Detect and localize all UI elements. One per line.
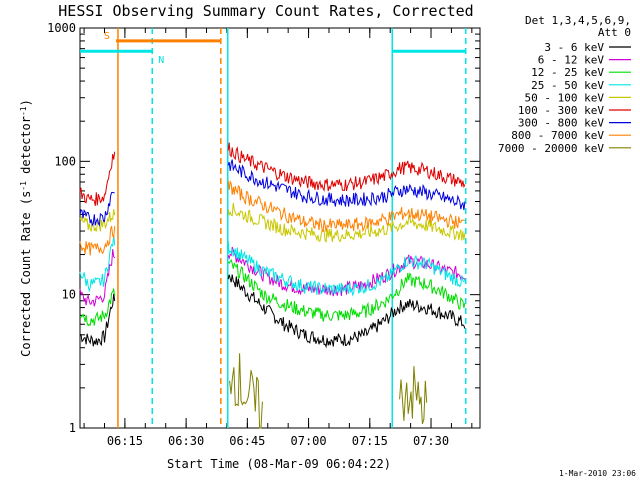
y-axis-title-part-3: ) [19, 99, 33, 106]
y-axis-title: Corrected Count Rate (s-1 detector-1) [19, 99, 34, 357]
legend-header-line-2: Att 0 [598, 26, 631, 39]
series-line-2 [79, 249, 116, 307]
x-tick-label: 07:00 [291, 434, 327, 448]
y-tick-label: 100 [54, 154, 76, 168]
legend-entry-label: 50 - 100 keV [525, 91, 605, 104]
series-line-4 [79, 235, 116, 293]
y-axis-title-part-2: detector [19, 116, 33, 181]
series-line-3 [79, 287, 116, 327]
x-tick-label: 07:30 [413, 434, 449, 448]
x-tick-label: 07:15 [352, 434, 388, 448]
flag-label: S [104, 31, 110, 42]
footer-timestamp: 1-Mar-2010 23:06 [559, 469, 636, 478]
plot-frame [79, 27, 481, 429]
legend-header-line-1: Det 1,3,4,5,6,9, [525, 14, 631, 27]
y-tick-label: 1000 [47, 21, 76, 35]
y-axis-title-group: Corrected Count Rate (s-1 detector-1) [19, 99, 34, 357]
y-axis-title-sup-1: -1 [19, 181, 28, 191]
y-tick-label: 1 [69, 421, 76, 435]
series-line-8 [79, 225, 116, 256]
legend-entry-label: 6 - 12 keV [538, 54, 605, 67]
flag-label: N [158, 55, 164, 66]
legend-entry-label: 100 - 300 keV [518, 104, 604, 117]
x-axis-title: Start Time (08-Mar-09 06:04:22) [167, 457, 391, 471]
legend-entry-label: 3 - 6 keV [544, 41, 604, 54]
legend-entry-label: 25 - 50 keV [531, 79, 604, 92]
series-line-9 [399, 366, 428, 425]
series-line-5 [227, 202, 466, 243]
y-axis-title-sup-2: -1 [19, 106, 28, 116]
legend-entry-label: 7000 - 20000 keV [498, 142, 604, 155]
series-line-7 [227, 159, 466, 211]
series-line-6 [227, 142, 466, 193]
chart-title: HESSI Observing Summary Count Rates, Cor… [58, 2, 473, 20]
series-line-4 [227, 240, 466, 297]
legend-entry-label: 12 - 25 keV [531, 66, 604, 79]
plot-area: 1 10 100 1000 06:15 06:30 06:45 07:00 07:15 07:30… [47, 21, 481, 448]
series-line-2 [227, 246, 466, 297]
legend-entry-label: 300 - 800 keV [518, 117, 604, 130]
series-line-3 [227, 259, 466, 322]
y-tick-label: 10 [62, 288, 76, 302]
series-line-7 [79, 191, 115, 227]
y-axis-title-part-1: Corrected Count Rate (s [19, 191, 33, 357]
x-tick-label: 06:30 [168, 434, 204, 448]
legend-entry-label: 800 - 7000 keV [511, 129, 604, 142]
series-line-9 [229, 353, 263, 429]
series-line-8 [227, 180, 466, 233]
series-line-1 [79, 293, 116, 347]
x-tick-label: 06:15 [107, 434, 143, 448]
x-tick-label: 06:45 [229, 434, 265, 448]
series-line-1 [227, 274, 466, 349]
series-line-6 [79, 151, 116, 206]
series-line-5 [79, 209, 116, 233]
